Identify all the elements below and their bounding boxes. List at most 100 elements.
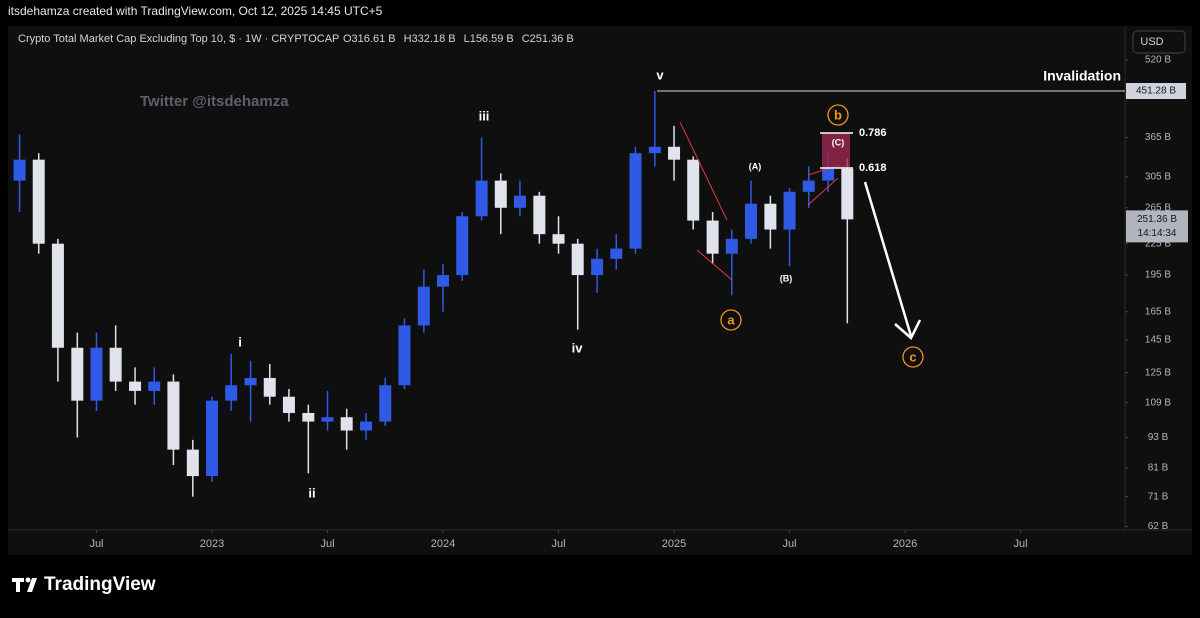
candle-body xyxy=(494,180,507,208)
candle-body xyxy=(475,180,488,217)
y-tick-label: 305 B xyxy=(1145,172,1171,183)
candle-body xyxy=(802,180,815,192)
wave-label: i xyxy=(238,334,242,349)
y-tick-label: 71 B xyxy=(1148,491,1169,502)
candle-body xyxy=(244,377,257,386)
ohlc-value: H332.18 B xyxy=(404,33,456,45)
y-tick-label: 125 B xyxy=(1145,367,1171,378)
logo-shape xyxy=(25,577,31,583)
wave-label: b xyxy=(834,107,842,122)
wave-label: c xyxy=(909,349,916,364)
y-tick-label: 265 B xyxy=(1145,202,1171,213)
candle-body xyxy=(90,347,103,401)
x-tick-label: Jul xyxy=(783,538,797,550)
forecast-arrow-head xyxy=(894,319,922,341)
y-tick-label: 225 B xyxy=(1145,238,1171,249)
logo-shape xyxy=(27,578,37,592)
candle-body xyxy=(321,417,334,422)
x-tick-label: 2026 xyxy=(893,538,917,550)
ohlc-value: O316.61 B xyxy=(343,33,396,45)
x-tick-label: 2024 xyxy=(431,538,455,550)
y-tick-label: 81 B xyxy=(1148,462,1169,473)
candle-body xyxy=(437,275,450,287)
candle-body xyxy=(360,421,373,431)
y-tick-label: 520 B xyxy=(1145,55,1171,66)
y-tick-label: 195 B xyxy=(1145,270,1171,281)
y-tick-label: 93 B xyxy=(1148,432,1169,443)
watermark: Twitter @itsdehamza xyxy=(140,93,289,110)
candle-body xyxy=(225,385,238,401)
candle-body xyxy=(398,325,411,386)
countdown-label: 14:14:34 xyxy=(1138,228,1177,239)
candle-body xyxy=(167,381,180,450)
candle-body xyxy=(706,220,719,254)
x-tick-label: Jul xyxy=(320,538,334,550)
last-price-label: 251.36 B xyxy=(1137,214,1177,225)
candle-body xyxy=(71,347,84,401)
candle-body xyxy=(513,195,526,208)
candle-body xyxy=(764,203,777,230)
candle-body xyxy=(13,159,26,181)
y-tick-label: 62 B xyxy=(1148,521,1169,532)
fib-label: 0.618 xyxy=(859,162,887,174)
candle-body xyxy=(533,195,546,235)
wave-label: (B) xyxy=(780,273,793,283)
candle-body xyxy=(552,234,565,244)
candle-body xyxy=(263,377,276,397)
candle-body xyxy=(186,449,199,477)
wedge-line xyxy=(679,121,728,221)
ohlc-legend: O316.61 B H332.18 B L156.59 B C251.36 B xyxy=(343,33,574,45)
wave-label: v xyxy=(656,67,664,82)
candle-body xyxy=(571,243,584,276)
wave-circle xyxy=(827,104,849,126)
wedge-line xyxy=(807,177,839,206)
x-tick-label: Jul xyxy=(551,538,565,550)
wave-circle xyxy=(720,309,742,331)
y-tick-label: 145 B xyxy=(1145,335,1171,346)
candle-body xyxy=(456,216,469,276)
candle-body xyxy=(629,153,642,249)
wave-label: a xyxy=(727,312,735,327)
candle-body xyxy=(783,191,796,230)
chart-title: Crypto Total Market Cap Excluding Top 10… xyxy=(18,33,339,45)
wedge-line xyxy=(696,249,733,281)
candle-body xyxy=(129,381,142,391)
currency-label: USD xyxy=(1140,36,1163,48)
brand-name: TradingView xyxy=(44,574,156,595)
y-tick-label: 109 B xyxy=(1145,397,1171,408)
wave-label: (C) xyxy=(832,137,845,147)
currency-button[interactable] xyxy=(1132,30,1186,54)
candle-body xyxy=(148,381,161,391)
x-tick-label: Jul xyxy=(1014,538,1028,550)
candle-body xyxy=(379,385,392,422)
candle-body xyxy=(205,400,218,477)
candle-body xyxy=(282,396,295,413)
price-line-tag xyxy=(1126,83,1186,100)
candle-body xyxy=(32,159,45,244)
candle-body xyxy=(591,258,604,276)
candle-body xyxy=(822,168,835,181)
candle-body xyxy=(340,417,353,431)
target-box xyxy=(822,133,850,168)
y-tick-label: 365 B xyxy=(1145,132,1171,143)
ohlc-value: L156.59 B xyxy=(464,33,514,45)
price-line-label: 451.28 B xyxy=(1136,86,1176,97)
ohlc-value: C251.36 B xyxy=(522,33,574,45)
candle-body xyxy=(744,203,757,239)
x-tick-label: 2025 xyxy=(662,538,686,550)
forecast-arrow xyxy=(863,181,913,337)
chart-panel xyxy=(8,26,1192,555)
candle-body xyxy=(610,248,623,259)
candle-body xyxy=(648,146,661,154)
candle-body xyxy=(668,146,681,160)
candle-body xyxy=(417,286,430,326)
x-tick-label: 2023 xyxy=(200,538,224,550)
wave-label: (A) xyxy=(749,161,762,171)
logo-shape xyxy=(16,578,20,592)
author-line: itsdehamza created with TradingView.com,… xyxy=(8,4,383,18)
candle-body xyxy=(51,243,64,348)
wave-circle xyxy=(902,346,924,368)
fib-label: 0.786 xyxy=(859,127,887,139)
